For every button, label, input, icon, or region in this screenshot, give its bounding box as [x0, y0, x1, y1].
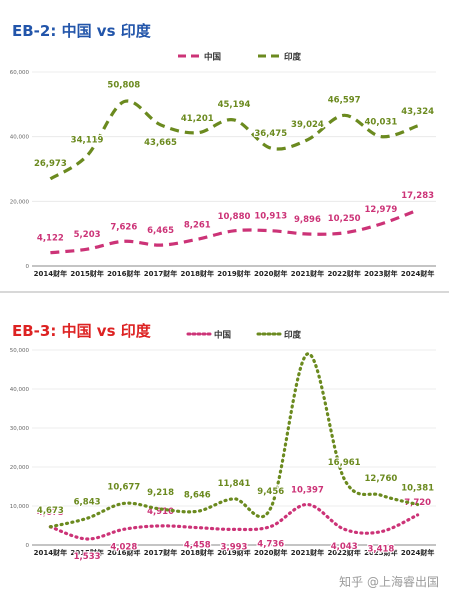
y-tick-label: 60,000 — [10, 70, 30, 76]
data-label: 4,043 — [331, 542, 358, 552]
x-tick-label: 2022财年 — [327, 548, 360, 557]
data-label: 10,677 — [107, 482, 140, 492]
x-tick-label: 2021财年 — [291, 269, 324, 278]
x-tick-label: 2019财年 — [217, 548, 250, 557]
data-label: 12,979 — [365, 205, 398, 215]
data-label: 6,843 — [74, 497, 101, 507]
data-label: 11,841 — [218, 479, 251, 489]
eb3-chart-panel: EB-3: 中国 vs 印度 0 10,000 20,000 30,000 40,000… — [0, 300, 449, 600]
x-tick-label: 2014财年 — [34, 548, 67, 557]
data-label: 10,397 — [291, 485, 324, 495]
data-label: 9,456 — [257, 487, 284, 497]
x-tick-label: 2020财年 — [254, 548, 287, 557]
data-label: 5,203 — [74, 230, 101, 240]
x-tick-label: 2022财年 — [327, 269, 360, 278]
y-tick-label: 20,000 — [10, 199, 30, 205]
data-label: 41,201 — [181, 114, 214, 124]
data-label: 9,896 — [294, 215, 321, 225]
data-label: 1,533 — [74, 552, 101, 562]
data-label: 9,218 — [147, 488, 174, 498]
x-tick-label: 2023财年 — [364, 269, 397, 278]
x-tick-label: 2018财年 — [181, 548, 214, 557]
data-label: 4,028 — [110, 542, 137, 552]
x-tick-label: 2024财年 — [401, 269, 434, 278]
data-label: 46,597 — [328, 95, 361, 105]
legend-label: 中国 — [214, 330, 231, 341]
data-label: 26,973 — [34, 159, 67, 169]
x-tick-label: 2014财年 — [34, 269, 67, 278]
x-tick-label: 2021财年 — [291, 548, 324, 557]
data-label: 10,913 — [254, 212, 287, 222]
data-label: 8,646 — [184, 490, 211, 500]
data-label: 16,961 — [328, 458, 361, 468]
series-line-india — [48, 352, 420, 529]
series-line-india — [49, 99, 419, 181]
x-tick-label: 2016财年 — [107, 548, 140, 557]
data-label: 6,465 — [147, 226, 174, 236]
data-label: 4,458 — [184, 541, 211, 551]
data-label: 40,031 — [365, 118, 398, 128]
x-tick-label: 2018财年 — [181, 269, 214, 278]
x-tick-label: 2024财年 — [401, 548, 434, 557]
data-label: 10,381 — [401, 484, 434, 494]
data-label: 36,475 — [254, 129, 287, 139]
x-tick-label: 2019财年 — [217, 269, 250, 278]
data-label: 7,626 — [110, 222, 137, 232]
data-label: 4,122 — [37, 234, 64, 244]
data-label: 10,880 — [218, 212, 251, 222]
y-tick-label: 30,000 — [10, 426, 30, 432]
eb2-chart-panel: EB-2: 中国 vs 印度 0 20,000 40,000 60,000 2014财年… — [0, 0, 449, 290]
legend-label: 中国 — [204, 52, 221, 63]
x-tick-label: 2017财年 — [144, 269, 177, 278]
data-label: 43,665 — [144, 138, 177, 148]
data-label: 8,261 — [184, 220, 211, 230]
x-tick-label: 2020财年 — [254, 269, 287, 278]
y-tick-label: 40,000 — [10, 387, 30, 393]
eb2-chart: 0 20,000 40,000 60,000 2014财年 2015财年 2016财年 201… — [10, 52, 436, 278]
panel-divider — [0, 291, 449, 293]
data-label: 17,283 — [401, 191, 434, 201]
data-label: 45,194 — [218, 100, 251, 110]
y-tick-label: 10,000 — [10, 504, 30, 510]
legend-label: 印度 — [284, 52, 302, 63]
legend-label: 印度 — [284, 330, 302, 341]
data-label: 34,119 — [71, 136, 104, 146]
y-tick-label: 0 — [26, 543, 30, 549]
data-label: 7,720 — [404, 498, 431, 508]
x-tick-label: 2015财年 — [70, 548, 103, 557]
x-tick-label: 2017财年 — [144, 548, 177, 557]
data-label: 10,250 — [328, 214, 361, 224]
x-tick-label: 2015财年 — [70, 269, 103, 278]
y-tick-label: 0 — [26, 264, 30, 270]
eb3-chart-title: EB-3: 中国 vs 印度 — [12, 322, 151, 340]
data-label: 39,024 — [291, 120, 324, 130]
watermark: 知乎 @上海睿出国 — [339, 575, 439, 589]
data-label: 3,993 — [221, 542, 248, 552]
eb2-chart-title: EB-2: 中国 vs 印度 — [12, 22, 151, 40]
y-tick-label: 50,000 — [10, 348, 30, 354]
data-label: 12,760 — [365, 474, 398, 484]
series-line-china — [50, 208, 419, 255]
y-tick-label: 40,000 — [10, 135, 30, 141]
data-label: 4,736 — [257, 540, 284, 550]
x-tick-label: 2016财年 — [107, 269, 140, 278]
y-tick-label: 20,000 — [10, 465, 30, 471]
series-line-china — [48, 502, 420, 541]
data-label: 50,808 — [107, 81, 140, 91]
data-label: 3,418 — [367, 545, 394, 555]
data-label: 4,673 — [37, 506, 64, 516]
x-tick-label: 2023财年 — [364, 548, 397, 557]
data-label: 4,673 — [37, 508, 64, 518]
data-label: 43,324 — [401, 107, 434, 117]
